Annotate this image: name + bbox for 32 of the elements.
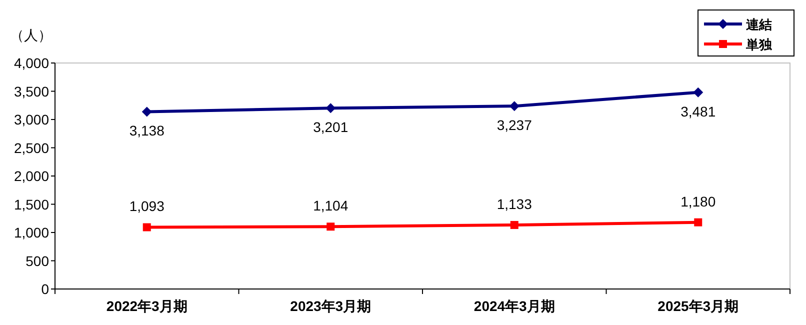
data-label: 1,133 bbox=[496, 196, 532, 212]
y-tick-label: 0 bbox=[41, 281, 50, 297]
data-label: 3,201 bbox=[313, 119, 348, 136]
point bbox=[694, 218, 702, 226]
y-tick-label: 3,500 bbox=[14, 83, 50, 100]
y-axis-title: （人） bbox=[10, 27, 52, 43]
x-tick-label: 2024年3月期 bbox=[474, 298, 555, 314]
data-label: 1,180 bbox=[680, 193, 716, 210]
point bbox=[509, 101, 520, 112]
point bbox=[142, 106, 152, 117]
y-tick-label: 3,000 bbox=[14, 112, 50, 128]
x-tick-label: 2022年3月期 bbox=[106, 298, 188, 314]
x-tick-label: 2025年3月期 bbox=[658, 298, 739, 314]
data-label: 3,237 bbox=[496, 117, 532, 134]
legend-label: 連結 bbox=[745, 17, 772, 32]
data-label: 1,104 bbox=[313, 198, 348, 214]
y-tick-label: 2,000 bbox=[14, 168, 50, 184]
point bbox=[326, 103, 336, 114]
legend-label: 単独 bbox=[745, 37, 773, 52]
y-tick-label: 4,000 bbox=[14, 55, 50, 71]
data-label: 1,093 bbox=[129, 198, 165, 214]
data-label: 3,138 bbox=[129, 122, 165, 139]
y-tick-label: 1,500 bbox=[14, 196, 50, 212]
point bbox=[693, 87, 704, 98]
point bbox=[326, 222, 335, 231]
x-tick-label: 2023年3月期 bbox=[290, 298, 372, 314]
point bbox=[510, 220, 518, 229]
point bbox=[142, 223, 151, 232]
data-label: 3,481 bbox=[680, 103, 716, 120]
y-tick-label: 1,000 bbox=[14, 224, 50, 240]
y-tick-label: 500 bbox=[26, 252, 50, 269]
y-tick-label: 2,500 bbox=[14, 140, 50, 156]
